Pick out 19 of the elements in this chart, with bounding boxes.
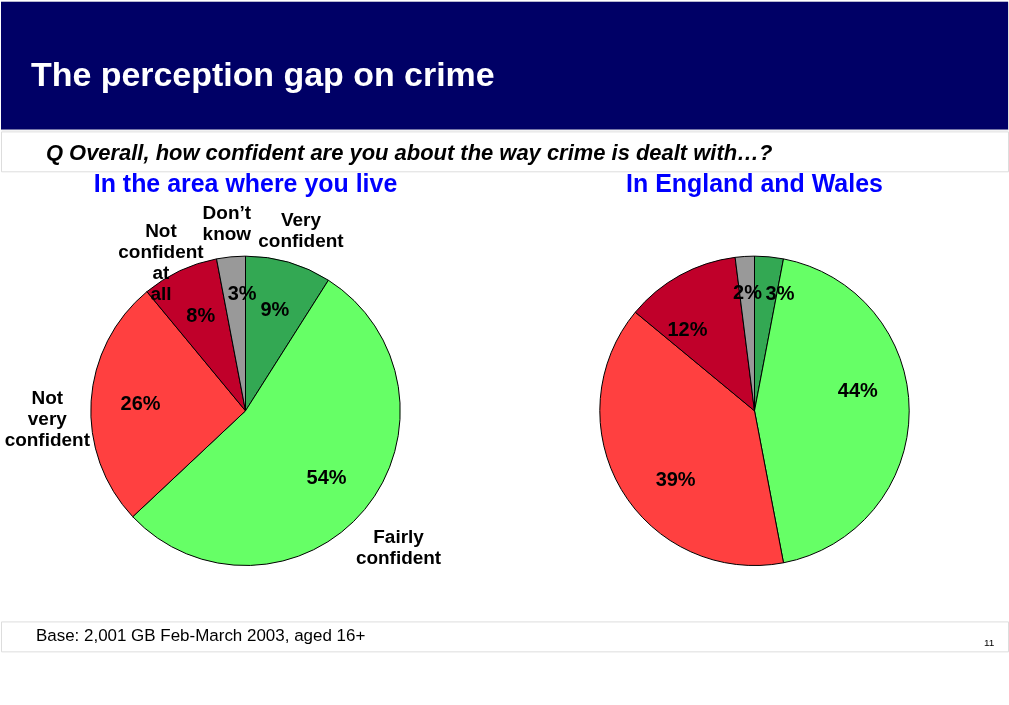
data-label: 54% bbox=[306, 465, 347, 488]
data-label: 12% bbox=[667, 317, 708, 340]
data-label: 8% bbox=[186, 303, 216, 326]
chart-title: In the area where you live bbox=[93, 169, 398, 198]
slice-label: Not very confident bbox=[4, 387, 91, 451]
slice-label: Fairly confident bbox=[355, 526, 442, 569]
data-label: 39% bbox=[655, 468, 696, 491]
slice-label: Not confident at all bbox=[118, 220, 205, 304]
data-label: 2% bbox=[733, 281, 763, 304]
text: Base: 2,001 GB Feb-March 2003, aged 16+ bbox=[35, 626, 366, 646]
slice-label: Don’t know bbox=[202, 202, 252, 245]
slice-label: Very confident bbox=[258, 209, 345, 252]
text: The perception gap on crime bbox=[30, 55, 495, 94]
text: Q Overall, how confident are you about the way crime is dealt with…? bbox=[45, 140, 773, 166]
data-label: 9% bbox=[260, 297, 290, 320]
data-label: 26% bbox=[120, 392, 161, 415]
text: 11 bbox=[984, 637, 995, 649]
data-label: 44% bbox=[837, 379, 879, 402]
chart-title: In England and Wales bbox=[626, 169, 883, 198]
